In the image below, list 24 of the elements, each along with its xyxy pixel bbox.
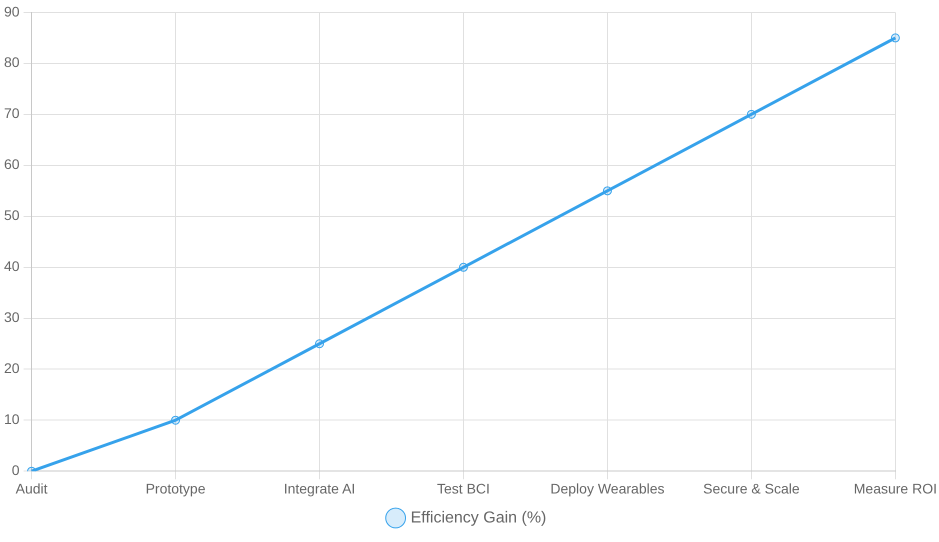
x-tick-label: Measure ROI <box>854 480 937 496</box>
x-tick-label: Test BCI <box>437 480 490 496</box>
y-tick-label: 10 <box>4 411 20 428</box>
legend-label: Efficiency Gain (%) <box>410 509 546 526</box>
y-tick-label: 50 <box>4 207 20 224</box>
y-tick-label: 80 <box>4 54 20 70</box>
point <box>746 110 756 119</box>
point <box>458 262 468 272</box>
point <box>602 186 612 196</box>
y-tick-label: 60 <box>4 156 20 172</box>
y-tick-label: 30 <box>4 309 20 326</box>
point <box>890 33 900 42</box>
x-tick-label: Secure & Scale <box>703 480 800 496</box>
y-tick-label: 40 <box>4 258 20 274</box>
x-tick-label: Integrate AI <box>284 480 356 496</box>
point <box>171 416 180 425</box>
y-tick-label: 20 <box>4 360 20 376</box>
y-tick-label: 90 <box>4 3 20 20</box>
x-tick-label: Prototype <box>146 480 206 496</box>
point <box>315 339 324 348</box>
y-tick-label: 70 <box>4 105 20 122</box>
y-tick-label: 0 <box>12 462 20 478</box>
x-tick-label: Audit <box>16 480 48 496</box>
x-tick-label: Deploy Wearables <box>550 480 665 496</box>
